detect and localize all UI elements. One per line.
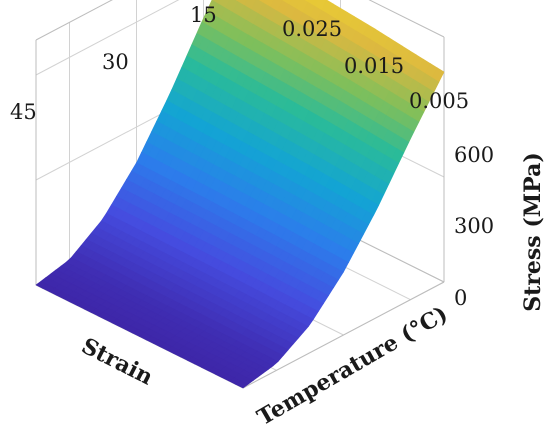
stress-tick-0: 0 bbox=[454, 286, 467, 310]
stress-tick-300: 300 bbox=[454, 214, 494, 238]
strain-tick-0.005: 0.005 bbox=[409, 89, 469, 113]
stress-tick-600: 600 bbox=[454, 143, 494, 167]
x-axis-title: Strain bbox=[77, 333, 157, 391]
strain-tick-0.025: 0.025 bbox=[282, 17, 342, 41]
temperature-tick-15: 15 bbox=[190, 3, 217, 27]
temperature-tick-30: 30 bbox=[102, 50, 129, 74]
temperature-tick-45: 45 bbox=[10, 100, 37, 124]
z-axis-title: Stress (MPa) bbox=[520, 152, 546, 311]
strain-tick-0.015: 0.015 bbox=[344, 54, 404, 78]
